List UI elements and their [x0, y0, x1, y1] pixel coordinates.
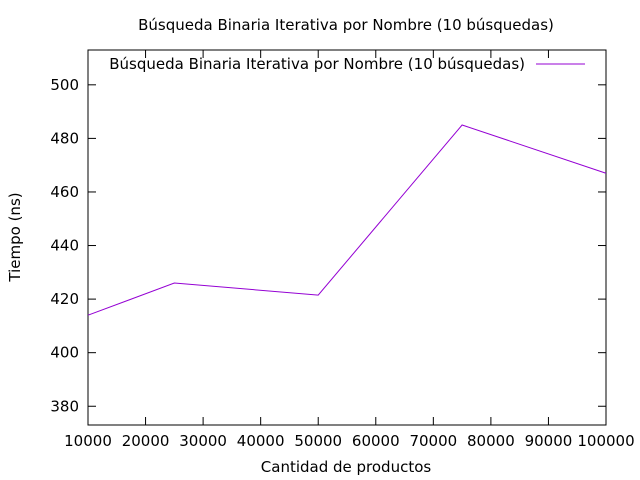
y-axis: 380 400 420 440 460 480 500 [50, 76, 606, 415]
y-tick-label: 420 [50, 290, 79, 308]
x-tick-label: 10000 [64, 432, 112, 450]
plot-frame [87, 49, 607, 426]
y-tick-label: 400 [50, 344, 79, 362]
legend: Búsqueda Binaria Iterativa por Nombre (1… [109, 55, 585, 73]
x-tick-label: 100000 [577, 432, 634, 450]
x-axis: 10000 20000 30000 40000 50000 60000 70000 80000… [64, 50, 635, 450]
legend-label: Búsqueda Binaria Iterativa por Nombre (1… [109, 55, 525, 73]
y-tick-label: 440 [50, 237, 79, 255]
series-layer [87, 124, 607, 316]
y-axis-label: Tiempo (ns) [6, 192, 24, 282]
x-tick-label: 80000 [467, 432, 515, 450]
y-tick-label: 500 [50, 76, 79, 94]
series-line [87, 124, 607, 316]
y-tick-label: 380 [50, 397, 79, 415]
x-tick-label: 20000 [122, 432, 170, 450]
x-tick-label: 30000 [179, 432, 227, 450]
x-tick-label: 90000 [525, 432, 573, 450]
chart-title: Búsqueda Binaria Iterativa por Nombre (1… [138, 16, 554, 34]
x-tick-label: 40000 [237, 432, 285, 450]
x-axis-label: Cantidad de productos [261, 458, 432, 476]
x-tick-label: 60000 [352, 432, 400, 450]
x-tick-label: 70000 [409, 432, 457, 450]
y-tick-label: 460 [50, 183, 79, 201]
y-tick-label: 480 [50, 129, 79, 147]
x-tick-label: 50000 [294, 432, 342, 450]
